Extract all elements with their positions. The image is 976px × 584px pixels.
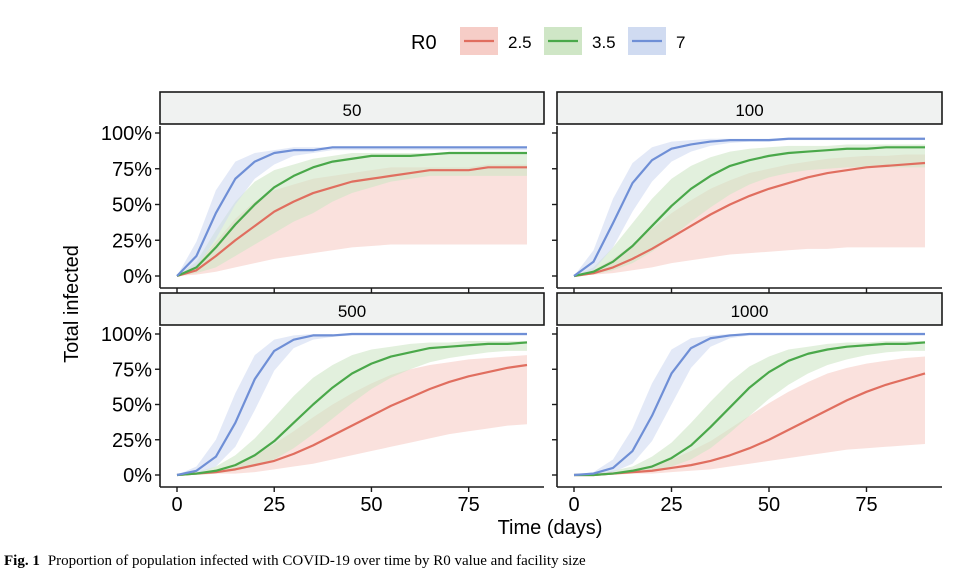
x-tick-label: 25 — [660, 494, 682, 516]
facet-label: 500 — [338, 302, 366, 321]
y-tick-label: 75% — [112, 359, 152, 381]
line-r0-2-5 — [574, 372, 926, 477]
line-r0-3-5 — [176, 151, 527, 278]
x-tick-label: 75 — [458, 494, 480, 516]
line-r0-2-5 — [573, 161, 926, 278]
y-tick-label: 0% — [123, 266, 152, 288]
band-r0-7 — [574, 334, 925, 475]
facet-strip — [159, 292, 545, 326]
band-r0-3-5 — [574, 341, 925, 475]
y-tick-label: 25% — [112, 230, 152, 252]
x-tick-label: 25 — [263, 494, 285, 516]
legend-title: R0 — [411, 32, 437, 54]
y-tick-label: 25% — [112, 430, 152, 452]
legend-label: 3.5 — [592, 33, 616, 52]
x-tick-label: 0 — [568, 494, 579, 516]
band-r0-2-5 — [177, 164, 527, 276]
y-tick-label: 50% — [112, 395, 152, 417]
y-tick-label: 100% — [101, 324, 152, 346]
facet-label: 100 — [735, 101, 763, 120]
line-r0-7 — [573, 137, 925, 277]
facet-strip — [556, 292, 943, 326]
band-r0-3-5 — [177, 153, 527, 276]
figure-caption: Fig. 1 Proportion of population infected … — [4, 553, 586, 570]
legend-label: 7 — [676, 33, 685, 52]
caption-text: Proportion of population infected with C… — [47, 553, 586, 569]
facet-strip — [556, 91, 943, 125]
figure: R0 2.5 3.5 7 500%25%50%75%100%1005000%25%5… — [61, 27, 943, 539]
legend-entry-7: 7 — [628, 27, 685, 55]
x-tick-label: 75 — [855, 494, 877, 516]
y-tick-label: 75% — [112, 159, 152, 181]
y-axis-title: Total infected — [61, 245, 83, 363]
line-r0-7 — [573, 332, 925, 477]
panel-500: 500 0% 25% 50% 75% 100% 0 25 50 75 — [101, 292, 545, 516]
y-tick-label: 100% — [101, 123, 152, 145]
legend-entry-3-5: 3.5 — [544, 27, 616, 55]
legend: R0 2.5 3.5 7 — [411, 27, 685, 55]
facet-strip — [159, 91, 545, 125]
panel-100: 100 — [552, 91, 943, 293]
band-r0-7 — [177, 334, 527, 475]
line-r0-3-5 — [573, 146, 925, 278]
x-axis-title: Time (days) — [498, 517, 603, 539]
legend-label: 2.5 — [508, 33, 532, 52]
panel-50: 50 0% 25% 50% 75% 100% — [101, 91, 545, 293]
y-tick-label: 0% — [123, 465, 152, 487]
band-r0-3-5 — [177, 341, 527, 475]
line-r0-7 — [176, 332, 527, 477]
band-r0-2-5 — [574, 154, 925, 276]
facet-label: 1000 — [731, 302, 769, 321]
line-r0-7 — [176, 146, 527, 277]
y-tick-label: 50% — [112, 195, 152, 217]
line-r0-3-5 — [176, 341, 528, 477]
x-tick-label: 50 — [360, 494, 382, 516]
line-r0-2-5 — [176, 363, 528, 477]
line-r0-2-5 — [176, 166, 527, 278]
caption-label: Fig. 1 — [4, 553, 40, 569]
line-r0-3-5 — [574, 341, 926, 477]
x-tick-label: 50 — [758, 494, 780, 516]
panel-1000: 1000 0 25 50 75 — [552, 292, 943, 516]
legend-entry-2-5: 2.5 — [460, 27, 532, 55]
facet-label: 50 — [343, 101, 362, 120]
x-tick-label: 0 — [171, 494, 182, 516]
